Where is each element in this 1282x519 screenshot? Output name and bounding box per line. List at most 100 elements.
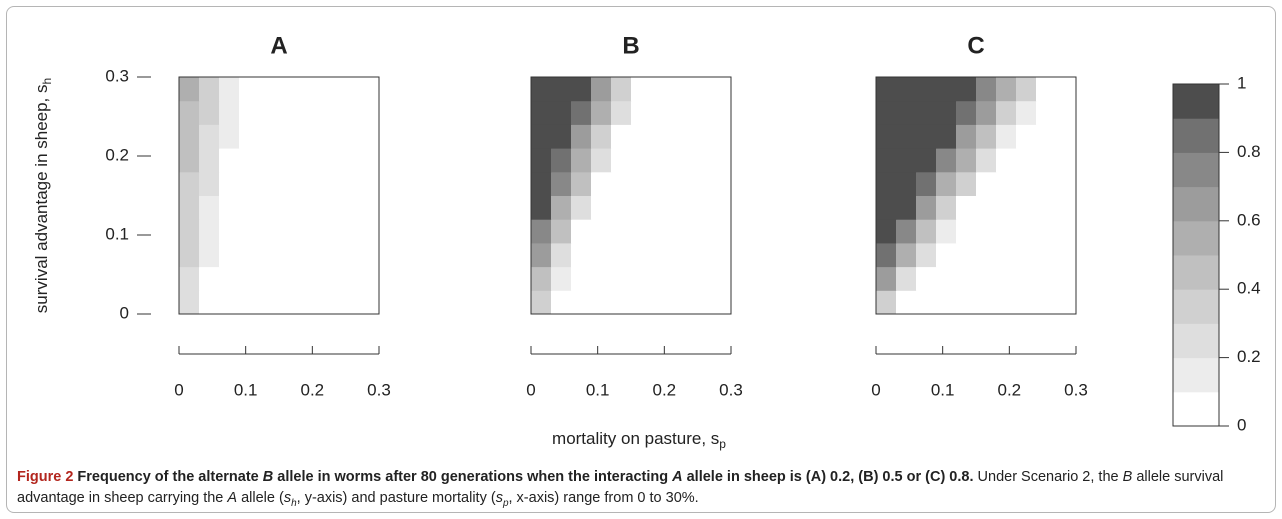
heatmap-cell [299,100,320,125]
heatmap-cell [976,219,997,244]
heatmap-cell [179,266,200,291]
heatmap-cell [571,290,592,315]
heatmap-cell [896,219,917,244]
heatmap-cell [531,219,552,244]
heatmap-cell [551,266,572,291]
heatmap-cell [239,219,260,244]
heatmap-cell [1016,100,1037,125]
heatmap-cell [591,266,612,291]
x-tick-label: 0.1 [234,380,258,399]
heatmap-cell [876,77,897,102]
heatmap-cell [319,242,340,268]
heatmap-cell [936,242,957,268]
heatmap-cell [319,266,340,291]
heatmap-cell [691,124,712,149]
heatmap-cell [916,124,937,149]
heatmap-cell [1016,148,1037,173]
heatmap-cell [916,148,937,173]
heatmap-cell [239,195,260,220]
heatmap-cell [199,219,220,244]
heatmap-cell [259,290,280,315]
heatmap-cell [591,219,612,244]
heatmap-cell [199,266,220,291]
heatmap-cell [199,100,220,125]
heatmap-cell [571,77,592,102]
heatmap-cell [1036,124,1057,149]
x-tick-label: 0.2 [301,380,325,399]
heatmap-cell [551,290,572,315]
colorbar-tick-label: 0.2 [1237,347,1261,366]
heatmap-cell [976,266,997,291]
colorbar-frame [1172,83,1220,427]
heatmap-cell [219,266,240,291]
heatmap-cell [631,148,652,173]
heatmap-cell [239,100,260,125]
heatmap-cell [896,148,917,173]
heatmap-cell [339,219,360,244]
heatmap-cell [279,242,300,268]
heatmap-cell [179,77,200,102]
caption-run: , y-axis) and pasture mortality ( [296,490,496,506]
heatmap-cell [996,148,1017,173]
figure: A 0 0.1 0.2 0.3 0 0.1 0.2 0.3 survival advantage … [6,6,1276,513]
heatmap-cell [1036,171,1057,196]
heatmap-cell [1036,290,1057,315]
heatmap-cell [956,266,977,291]
heatmap-cell [976,195,997,220]
heatmap-cell [936,290,957,315]
colorbar-tick-label: 0.6 [1237,210,1261,229]
heatmap-cell [896,266,917,291]
heatmap-cell [319,290,340,315]
heatmap-cell [916,266,937,291]
heatmap-cell [339,171,360,196]
caption-run: allele ( [237,490,284,506]
heatmap-cell [711,100,732,125]
heatmap-cell [671,171,692,196]
heatmap-cell [279,124,300,149]
x-tick-label: 0 [871,380,880,399]
heatmap-cell [1056,266,1077,291]
heatmap-cell [279,171,300,196]
x-axis-label-text: mortality on pasture, s [552,429,719,448]
heatmap-cell [591,195,612,220]
heatmap-cell [359,195,380,220]
heatmap-cell [651,77,672,102]
heatmap-cell [916,100,937,125]
heatmap-cell [219,290,240,315]
heatmap-cell [996,290,1017,315]
heatmap-cell [996,171,1017,196]
heatmap-cell [531,148,552,173]
heatmap-cell [219,242,240,268]
caption-run: , x-axis) range from 0 to 30%. [508,490,699,506]
heatmap-cell [1056,124,1077,149]
heatmap-cell [611,195,632,220]
heatmap-cell [631,195,652,220]
heatmap-cell [896,124,917,149]
heatmap-cell [279,219,300,244]
heatmap-cell [199,171,220,196]
heatmap-cell [199,195,220,220]
colorbar-band [1173,118,1219,153]
heatmap-cell [1036,195,1057,220]
heatmap-cell [339,124,360,149]
heatmap-cell [259,195,280,220]
heatmap-cell [299,219,320,244]
heatmap-cell [976,124,997,149]
heatmap-cell [359,290,380,315]
heatmap-cell [996,266,1017,291]
heatmap-cell [359,219,380,244]
heatmap-cell [571,266,592,291]
heatmap-cell [1016,219,1037,244]
heatmap-cell [219,219,240,244]
heatmap-cell [199,77,220,102]
heatmap-cell [651,290,672,315]
colorbar-band [1173,289,1219,324]
heatmap-cell [651,266,672,291]
x-axis-label-sub: p [719,437,726,451]
heatmap-cell [1056,77,1077,102]
heatmap-cell [199,148,220,173]
heatmap-cell [651,100,672,125]
heatmap-cell [671,266,692,291]
colorbar-band [1173,255,1219,290]
x-tick-label: 0.3 [1064,380,1088,399]
